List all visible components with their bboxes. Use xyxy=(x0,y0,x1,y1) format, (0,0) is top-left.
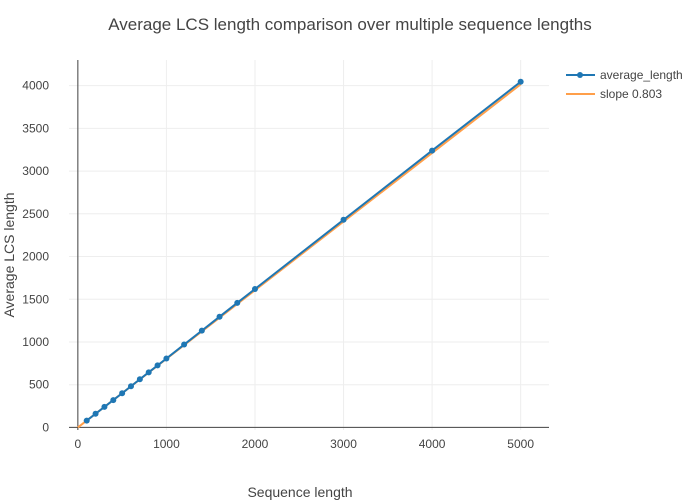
y-tick-label: 4000 xyxy=(22,79,49,93)
data-point xyxy=(340,216,347,223)
legend-marker xyxy=(577,72,583,78)
grid xyxy=(69,60,549,430)
x-tick-label: 1000 xyxy=(153,437,180,451)
series-line xyxy=(86,81,522,422)
y-tick-label: 0 xyxy=(42,420,49,434)
axes: 0 1000 2000 3000 4000 5000 0 500 1000 1500 2000 250… xyxy=(22,60,549,451)
data-point xyxy=(101,403,108,410)
data-point xyxy=(154,362,161,369)
data-point xyxy=(429,147,436,154)
x-tick-label: 4000 xyxy=(419,437,446,451)
legend-label: slope 0.803 xyxy=(600,87,662,101)
y-axis-title: Average LCS length xyxy=(1,192,17,317)
x-tick-label: 0 xyxy=(75,437,82,451)
y-tick-label: 3000 xyxy=(22,164,49,178)
x-tick-label: 2000 xyxy=(242,437,269,451)
data-point xyxy=(136,376,143,383)
x-tick-label: 5000 xyxy=(507,437,534,451)
data-point xyxy=(198,327,205,334)
data-point xyxy=(163,355,170,362)
y-tick-label: 3500 xyxy=(22,121,49,135)
y-tick-label: 500 xyxy=(29,378,49,392)
x-tick-label: 3000 xyxy=(330,437,357,451)
data-point xyxy=(92,410,99,417)
data-point xyxy=(181,341,188,348)
y-tick-label: 2500 xyxy=(22,207,49,221)
data-point xyxy=(119,390,126,397)
y-tick-label: 1000 xyxy=(22,335,49,349)
data-point xyxy=(234,299,241,306)
series-layer xyxy=(77,78,524,429)
data-point xyxy=(110,397,117,404)
y-tick-label: 2000 xyxy=(22,250,49,264)
data-point xyxy=(216,313,223,320)
data-point xyxy=(517,78,524,85)
data-point xyxy=(251,286,258,293)
data-point xyxy=(83,417,90,424)
chart-title: Average LCS length comparison over multi… xyxy=(108,15,592,34)
data-point xyxy=(127,383,134,390)
x-axis-title: Sequence length xyxy=(247,484,352,500)
data-point xyxy=(145,369,152,376)
legend-label: average_length xyxy=(600,68,683,82)
y-tick-label: 1500 xyxy=(22,292,49,306)
